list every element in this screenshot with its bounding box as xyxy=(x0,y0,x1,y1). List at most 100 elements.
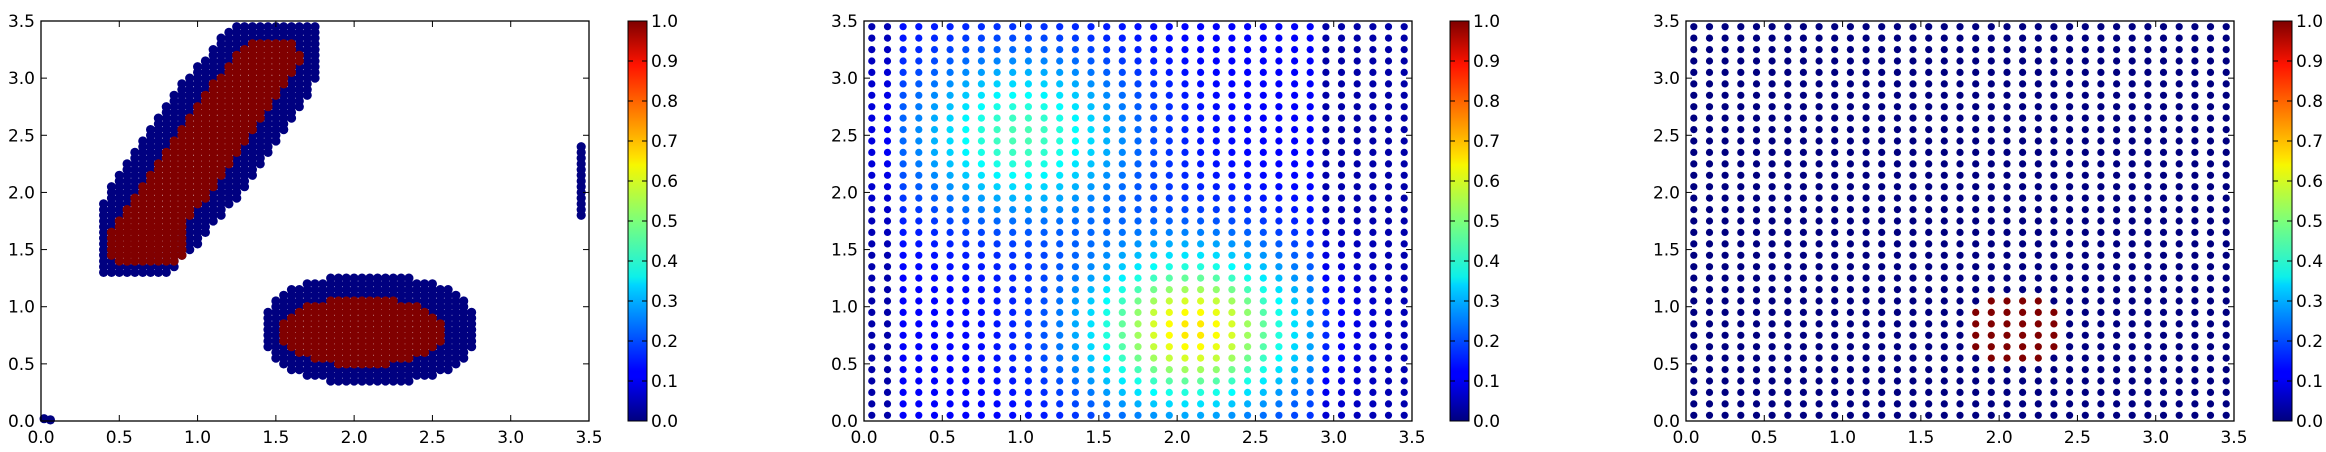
data-point xyxy=(2066,148,2074,156)
data-point xyxy=(1009,23,1017,31)
data-point xyxy=(1212,91,1220,99)
data-point xyxy=(1909,286,1917,294)
data-point xyxy=(2222,91,2230,99)
data-point xyxy=(333,273,344,283)
data-point xyxy=(1784,137,1792,145)
data-point xyxy=(1940,206,1948,214)
data-point xyxy=(1878,183,1886,191)
data-point xyxy=(1815,274,1823,282)
data-point xyxy=(930,57,939,65)
data-point xyxy=(1056,251,1064,259)
data-point xyxy=(2097,354,2105,362)
data-point xyxy=(1737,354,1745,362)
data-point xyxy=(263,39,273,49)
data-point xyxy=(868,68,876,76)
data-point xyxy=(930,388,939,396)
data-point xyxy=(2128,286,2136,294)
data-point xyxy=(899,377,907,385)
data-point xyxy=(1197,57,1205,65)
data-point xyxy=(2081,148,2089,156)
data-point xyxy=(993,46,1001,54)
data-point xyxy=(1705,388,1714,396)
data-point xyxy=(977,240,986,248)
panel-3-colorbar: 0.00.10.20.30.40.50.60.70.80.91.0 xyxy=(2272,12,2323,432)
data-point xyxy=(1878,377,1886,385)
data-point xyxy=(1150,34,1158,42)
data-point xyxy=(1862,297,1870,305)
data-point xyxy=(1815,194,1823,202)
y-tick-label: 0.0 xyxy=(8,412,35,432)
data-point xyxy=(868,320,876,328)
data-point xyxy=(1275,297,1283,305)
data-point xyxy=(1009,57,1017,65)
data-point xyxy=(1400,80,1408,88)
data-point xyxy=(1400,137,1408,145)
data-point xyxy=(263,307,273,317)
data-point xyxy=(1040,57,1048,65)
panel-3-axes-frame xyxy=(1685,20,2235,422)
data-point xyxy=(1721,217,1729,225)
data-point xyxy=(962,297,970,305)
data-point xyxy=(1893,103,1901,111)
data-point xyxy=(1150,297,1158,305)
data-point xyxy=(388,273,398,283)
data-point xyxy=(993,388,1001,396)
data-point xyxy=(1721,103,1729,111)
data-point xyxy=(1134,343,1142,351)
data-point xyxy=(2128,68,2136,76)
data-point xyxy=(2019,331,2027,339)
data-point xyxy=(1400,34,1408,42)
data-point xyxy=(1259,377,1267,385)
data-point xyxy=(930,80,939,88)
data-point xyxy=(1165,23,1173,31)
data-point xyxy=(2175,366,2183,374)
data-point xyxy=(1056,160,1064,168)
data-point xyxy=(130,193,140,203)
data-point xyxy=(2206,286,2215,294)
data-point xyxy=(1212,308,1220,316)
data-point xyxy=(1893,400,1901,408)
data-point xyxy=(1784,320,1792,328)
data-point xyxy=(1925,263,1933,271)
data-point xyxy=(930,126,939,134)
data-point xyxy=(946,263,954,271)
data-point xyxy=(2175,57,2183,65)
data-point xyxy=(193,102,203,112)
data-point xyxy=(1228,297,1236,305)
data-point xyxy=(2191,23,2199,31)
data-point xyxy=(1369,366,1377,374)
data-point xyxy=(1118,114,1126,122)
data-point xyxy=(1087,194,1095,202)
data-point xyxy=(1165,388,1173,396)
data-point xyxy=(2175,388,2183,396)
data-point xyxy=(2128,23,2136,31)
data-point xyxy=(915,68,923,76)
data-point xyxy=(1056,377,1064,385)
data-point xyxy=(1737,160,1745,168)
data-point xyxy=(1893,34,1901,42)
data-point xyxy=(1721,251,1729,259)
data-point xyxy=(1384,217,1393,225)
x-tick-label: 3.0 xyxy=(497,428,524,448)
data-point xyxy=(2003,331,2011,339)
data-point xyxy=(1752,377,1761,385)
data-point xyxy=(1322,320,1330,328)
data-point xyxy=(2019,23,2027,31)
data-point xyxy=(1956,320,1964,328)
data-point xyxy=(946,103,954,111)
data-point xyxy=(1040,308,1048,316)
data-point xyxy=(1784,206,1792,214)
data-point xyxy=(1987,57,1995,65)
data-point xyxy=(2019,297,2027,305)
y-tick-label: 1.0 xyxy=(1653,298,1680,318)
data-point xyxy=(1009,320,1017,328)
x-tick-label: 3.0 xyxy=(2142,428,2169,448)
data-point xyxy=(1009,297,1017,305)
data-point xyxy=(1103,57,1111,65)
data-point xyxy=(2003,160,2011,168)
data-point xyxy=(1862,80,1870,88)
data-point xyxy=(451,290,461,300)
data-point xyxy=(930,308,939,316)
data-point xyxy=(1275,34,1283,42)
data-point xyxy=(1337,68,1346,76)
